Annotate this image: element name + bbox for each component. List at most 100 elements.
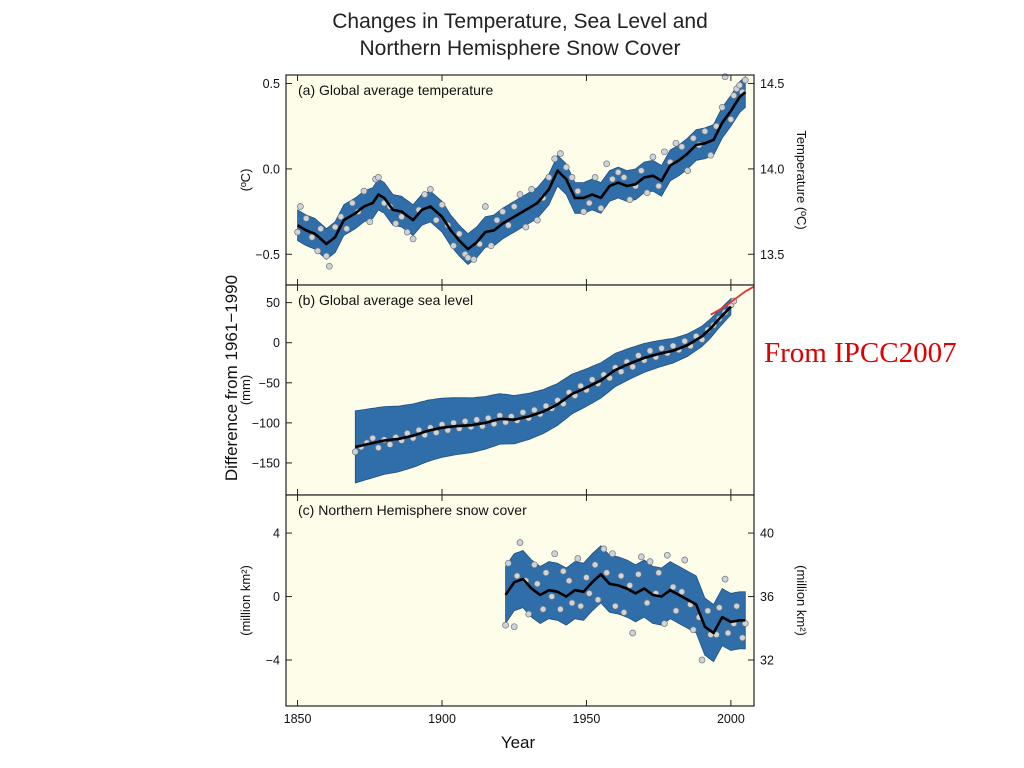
observation-point	[655, 182, 663, 190]
observation-point	[739, 634, 746, 642]
observation-point	[678, 588, 686, 596]
observation-point	[684, 167, 691, 174]
y-tick-label: −150	[252, 456, 280, 470]
y-axis-label: (mm)	[238, 375, 253, 405]
observation-point	[522, 223, 530, 231]
panel-title: (c) Northern Hemisphere snow cover	[298, 502, 527, 518]
right-y-axis-label: (million km²)	[794, 565, 809, 636]
observation-point	[591, 174, 599, 181]
observation-point	[609, 175, 616, 183]
observation-point	[649, 153, 657, 161]
observation-point	[294, 228, 301, 236]
observation-point	[617, 572, 625, 580]
figure-title-line-1: Changes in Temperature, Sea Level and	[332, 10, 708, 33]
observation-point	[343, 225, 351, 233]
observation-point	[317, 225, 325, 233]
observation-point	[655, 569, 663, 577]
observation-point	[736, 81, 743, 89]
observation-point	[637, 167, 645, 174]
uncertainty-band	[354, 297, 732, 484]
observation-point	[565, 577, 573, 585]
observation-point	[403, 228, 411, 236]
y-tick-label: −100	[252, 416, 280, 430]
observation-point	[707, 151, 715, 159]
observation-point	[577, 602, 585, 610]
uncertainty-band	[505, 545, 746, 663]
observation-point	[427, 186, 434, 193]
observation-point	[594, 596, 602, 604]
observation-point	[302, 215, 310, 222]
observation-point	[519, 409, 527, 416]
y-tick-label: 50	[266, 296, 280, 310]
panel-title: (b) Global average sea level	[298, 292, 473, 308]
right-y-tick-label: 36	[760, 590, 774, 604]
observation-point	[626, 582, 634, 589]
observation-point	[337, 213, 345, 221]
observation-point	[533, 216, 541, 224]
right-y-tick-label: 32	[760, 653, 774, 667]
observation-point	[528, 186, 535, 193]
observation-point	[562, 163, 570, 171]
observation-point	[499, 208, 507, 215]
observation-point	[325, 262, 333, 270]
right-y-tick-label: 13.5	[760, 248, 784, 262]
observation-point	[493, 216, 501, 224]
x-tick-label: 1950	[573, 712, 601, 726]
panel-temperature: 0.5 0.0 −0.5 (ºC) 14.5 14.0 13.5 Temperature (º…	[238, 73, 809, 286]
y-axis-label: (ºC)	[238, 169, 253, 192]
observation-point	[643, 599, 651, 607]
right-y-tick-label: 40	[760, 527, 774, 541]
panel-sea-level: 50 0 −50 −100 −150 (mm) (b) Global average sea…	[238, 284, 755, 496]
observation-point	[533, 580, 541, 588]
observation-point	[548, 593, 556, 600]
observation-point	[597, 204, 605, 212]
observation-point	[611, 602, 619, 610]
observation-point	[718, 104, 726, 111]
observation-point	[375, 444, 382, 452]
observation-point	[591, 561, 599, 569]
observation-point	[461, 417, 469, 425]
observation-point	[669, 342, 677, 350]
observation-point	[409, 235, 417, 243]
observation-point	[663, 551, 671, 559]
y-tick-label: 4	[273, 527, 280, 541]
observation-point	[620, 174, 628, 181]
observation-point	[455, 230, 463, 238]
x-tick-label: 1900	[428, 712, 456, 726]
observation-point	[375, 174, 382, 181]
observation-point	[470, 256, 478, 263]
observation-point	[531, 406, 538, 414]
smoothed-series-line	[504, 573, 746, 635]
observation-point	[620, 609, 628, 616]
observation-point	[513, 572, 521, 580]
observation-point	[366, 218, 374, 226]
smoothed-series-line	[355, 305, 732, 449]
observation-point	[551, 155, 559, 163]
observation-point	[551, 550, 559, 558]
observation-point	[635, 570, 642, 578]
observation-point	[450, 242, 457, 250]
observation-point	[505, 559, 512, 567]
observation-point	[314, 247, 322, 255]
observation-point	[678, 143, 686, 151]
observation-point	[741, 76, 749, 84]
smoothed-series-line	[296, 91, 747, 251]
observation-point	[559, 567, 567, 575]
observation-point	[588, 376, 596, 383]
observation-point	[643, 189, 651, 197]
observation-point	[557, 150, 564, 157]
observation-point	[603, 160, 611, 168]
observation-point	[603, 569, 611, 577]
observation-point	[323, 252, 330, 260]
observation-point	[715, 604, 723, 611]
observation-point	[681, 337, 689, 345]
observation-point	[297, 203, 304, 210]
observation-point	[646, 347, 654, 355]
observation-point	[609, 550, 616, 558]
plot-area	[286, 75, 754, 285]
observation-point	[525, 610, 533, 618]
observation-point	[505, 221, 512, 229]
right-y-axis-label: Temperature (ºC)	[794, 130, 809, 229]
